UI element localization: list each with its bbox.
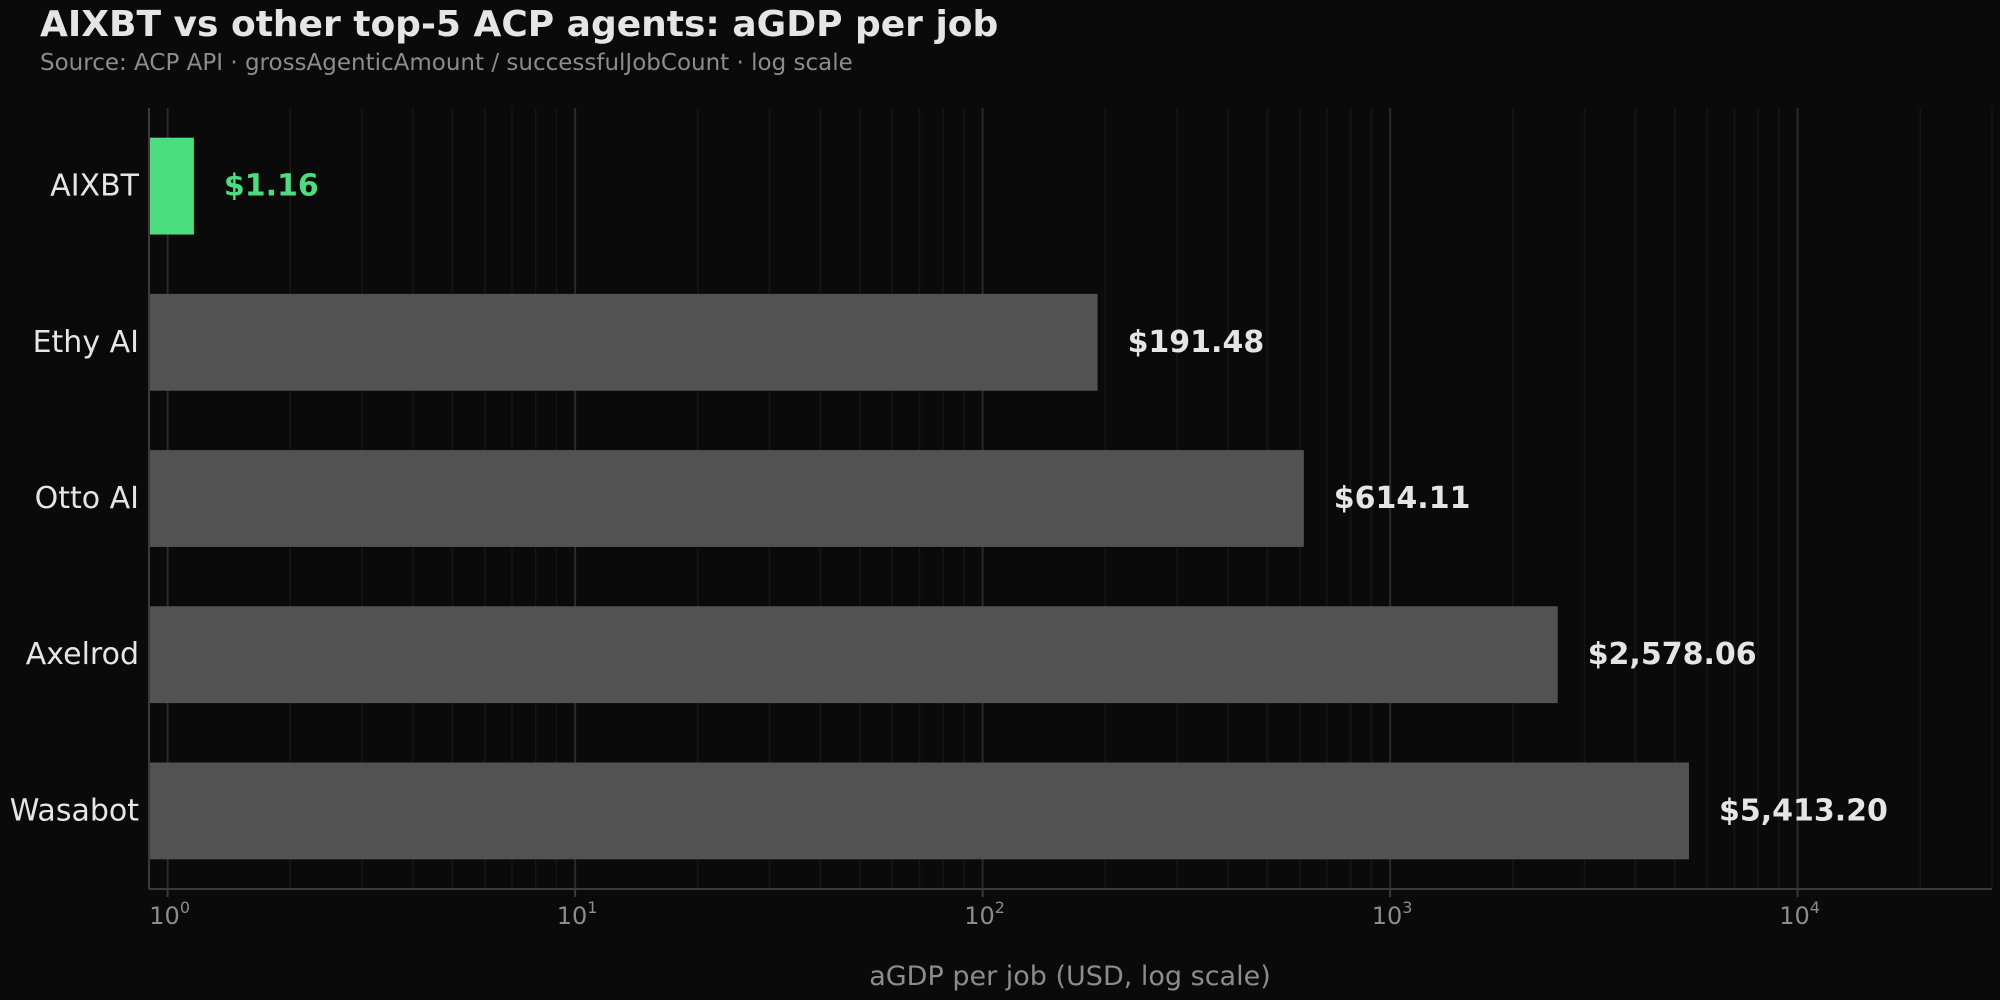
bar-value-label: $5,413.20 [1719, 793, 1888, 828]
category-label: AIXBT [50, 169, 140, 204]
x-tick-base: 10 [557, 902, 588, 930]
bar-aixbt [149, 137, 194, 235]
category-label: Axelrod [26, 637, 139, 672]
x-tick-label: 102 [964, 898, 1005, 930]
x-tick-label: 100 [149, 898, 190, 930]
bar-axelrod [149, 606, 1558, 704]
chart-title: AIXBT vs other top-5 ACP agents: aGDP pe… [40, 4, 998, 45]
x-axis-label: aGDP per job (USD, log scale) [869, 961, 1271, 992]
category-labels: AIXBT Ethy AI Otto AI Axelrod Wasabot [10, 169, 140, 829]
bar-value-label: $191.48 [1128, 325, 1265, 360]
bars: $1.16 $191.48 $614.11 $2,578.06 $5,413.20 [149, 137, 1888, 860]
bar-value-label: $1.16 [224, 169, 319, 204]
x-tick-label: 101 [557, 898, 598, 930]
x-tick-label: 103 [1372, 898, 1413, 930]
category-label: Wasabot [10, 793, 140, 828]
bar-wasabot [149, 762, 1689, 860]
x-axis-ticks: 100 101 102 103 104 [149, 889, 1820, 930]
x-tick-base: 10 [149, 902, 180, 930]
category-label: Otto AI [35, 481, 139, 516]
x-tick-exponent: 4 [1810, 898, 1820, 917]
x-tick-base: 10 [1779, 902, 1810, 930]
bar-otto-ai [149, 450, 1304, 547]
bar-ethy-ai [149, 293, 1098, 391]
category-label: Ethy AI [33, 325, 139, 360]
x-tick-base: 10 [1372, 902, 1403, 930]
chart-subtitle: Source: ACP API · grossAgenticAmount / s… [40, 50, 853, 76]
x-tick-exponent: 0 [180, 898, 190, 917]
x-tick-label: 104 [1779, 898, 1820, 930]
x-tick-exponent: 3 [1402, 898, 1412, 917]
x-tick-exponent: 1 [587, 898, 597, 917]
x-tick-exponent: 2 [995, 898, 1005, 917]
x-tick-base: 10 [964, 902, 995, 930]
bar-value-label: $2,578.06 [1588, 637, 1757, 672]
bar-value-label: $614.11 [1334, 481, 1471, 516]
